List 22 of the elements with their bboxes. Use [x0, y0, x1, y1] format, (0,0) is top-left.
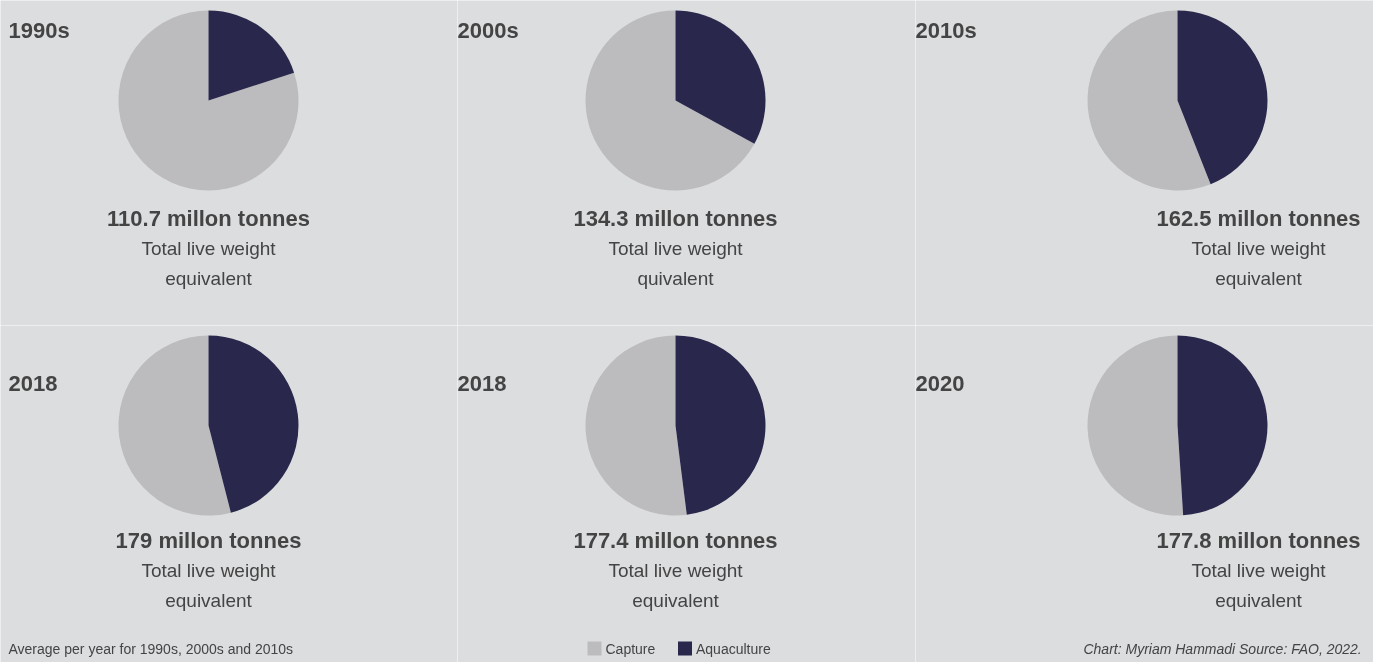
text: 177.8 millon tonnes	[1156, 528, 1361, 553]
chart-title: 2000s	[457, 18, 519, 43]
text: Chart: Myriam Hammadi Source: FAO, 2022.	[1083, 640, 1362, 657]
text: Average per year for 1990s, 2000s and 2010s	[8, 640, 294, 657]
text: 2018	[8, 371, 58, 396]
text: 134.3 millon tonnes	[573, 206, 778, 231]
text: Total live weight quivalent	[608, 238, 744, 289]
text: Total live weight equivalent	[608, 560, 744, 611]
legend-label: Capture	[605, 640, 656, 657]
text: 2018	[457, 371, 507, 396]
text: Total live weight equivalent	[1191, 238, 1327, 289]
text: Total live weight equivalent	[141, 560, 277, 611]
chart-title: 2010s	[915, 18, 977, 43]
text: Total live weight equivalent	[1191, 560, 1327, 611]
text: Total live weight equivalent	[141, 238, 277, 289]
legend-label: Aquaculture	[696, 640, 771, 657]
text: 179 millon tonnes	[115, 528, 302, 553]
text: 2020	[915, 371, 965, 396]
text: 162.5 millon tonnes	[1156, 206, 1361, 231]
text: 177.4 millon tonnes	[573, 528, 778, 553]
text: 110.7 millon tonnes	[107, 206, 310, 231]
chart-title: 1990s	[8, 18, 70, 43]
